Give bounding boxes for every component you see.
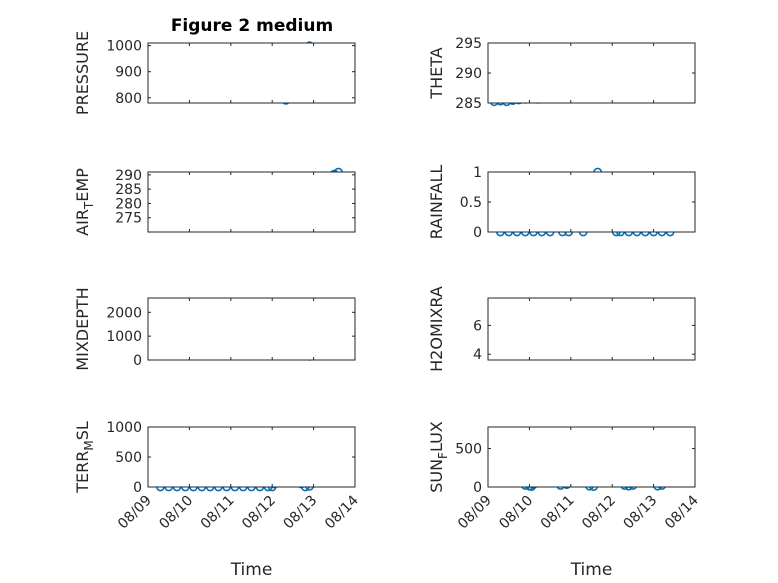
y-tick-label: 1000: [106, 420, 142, 436]
x-axis-label: Time: [570, 560, 613, 580]
x-tick-label: 08/12: [239, 493, 279, 533]
y-axis-label-text: EMP: [73, 168, 92, 202]
axes-box: [487, 297, 696, 361]
y-tick-label: 280: [115, 196, 142, 212]
y-tick-label: 2000: [106, 305, 142, 321]
y-tick-label: 290: [455, 66, 482, 82]
axes-box: [147, 297, 356, 361]
y-tick-label: 1000: [106, 329, 142, 345]
axes-box: [487, 426, 696, 488]
y-axis-label-text: H2OMIXRA: [427, 286, 446, 372]
x-tick-label: 08/12: [579, 493, 619, 533]
y-axis-label-text: LUX: [427, 421, 446, 452]
y-tick-label: 285: [115, 182, 142, 198]
y-tick-label: 285: [455, 96, 482, 112]
y-tick-label: 275: [115, 211, 142, 227]
y-axis-label-text: TERR: [73, 451, 92, 494]
y-axis-label-subscript: M: [82, 440, 96, 450]
y-tick-label: 0: [133, 480, 142, 496]
y-tick-label: 0: [473, 225, 482, 241]
axes-box: [147, 42, 356, 104]
y-axis-label-text: SUN: [427, 459, 446, 493]
y-axis-label: TERRMSL: [73, 421, 96, 494]
x-tick-label: 08/10: [156, 493, 196, 533]
y-axis-label-subscript: T: [82, 201, 96, 210]
subplot-theta: 285 290 295 THETA: [427, 36, 696, 112]
y-tick-label: 0: [133, 353, 142, 369]
y-tick-label: 290: [115, 168, 142, 184]
y-axis-label: RAINFALL: [427, 165, 446, 240]
y-axis-label: PRESSURE: [73, 31, 92, 115]
y-axis-label-text: AIR: [73, 209, 92, 236]
x-tick-label: 08/11: [538, 493, 578, 533]
y-axis-label: AIRTEMP: [73, 168, 96, 236]
y-axis-label: SUNFLUX: [427, 421, 450, 493]
y-axis-label-text: SL: [73, 421, 92, 440]
subplot-mixdepth: 0 1000 2000 MIXDEPTH: [73, 287, 356, 371]
y-tick-label: 500: [455, 442, 482, 458]
axes-box: [487, 171, 696, 233]
y-axis-label: H2OMIXRA: [427, 286, 446, 372]
y-axis-label: MIXDEPTH: [73, 287, 92, 370]
subplot-pressure: 800 900 1000 PRESSURE: [73, 31, 356, 115]
subplot-rainfall: 0 0.5 1 RAINFALL: [427, 165, 696, 241]
axes-box: [147, 426, 356, 488]
y-tick-label: 0.5: [460, 195, 482, 211]
y-tick-label: 1: [473, 165, 482, 181]
y-axis-label-text: MIXDEPTH: [73, 287, 92, 370]
axes-box: [147, 171, 356, 233]
subplot-sun_flux: 0 500 08/09 08/10 08/11 08/12 08/13 08/14 Time SU…: [427, 421, 702, 580]
y-tick-label: 4: [473, 347, 482, 363]
y-tick-label: 900: [115, 65, 142, 81]
x-tick-label: 08/14: [662, 492, 702, 532]
y-tick-label: 500: [115, 450, 142, 466]
x-tick-label: 08/09: [115, 493, 155, 533]
x-tick-label: 08/10: [496, 493, 536, 533]
y-tick-label: 1000: [106, 39, 142, 55]
y-axis-label-text: RAINFALL: [427, 165, 446, 240]
axes-box: [487, 42, 696, 104]
subplot-h2omixra: 4 6 H2OMIXRA: [427, 286, 696, 372]
y-tick-label: 6: [473, 318, 482, 334]
y-tick-label: 800: [115, 91, 142, 107]
x-tick-label: 08/13: [621, 493, 661, 533]
y-tick-label: 0: [473, 480, 482, 496]
x-tick-label: 08/14: [322, 492, 362, 532]
y-axis-label-text: THETA: [427, 47, 446, 99]
y-axis-label-subscript: F: [436, 452, 450, 459]
x-tick-label: 08/11: [198, 493, 238, 533]
x-tick-label: 08/13: [281, 493, 321, 533]
y-axis-label-text: PRESSURE: [73, 31, 92, 115]
subplot-terr_msl: 0 500 1000 08/09 08/10 08/11 08/12 08/13 08/14 Ti…: [73, 420, 362, 580]
x-tick-label: 08/09: [455, 493, 495, 533]
y-axis-label: THETA: [427, 47, 446, 99]
x-axis-label: Time: [230, 560, 273, 580]
figure-title: Figure 2 medium: [171, 16, 333, 36]
y-tick-label: 295: [455, 36, 482, 52]
